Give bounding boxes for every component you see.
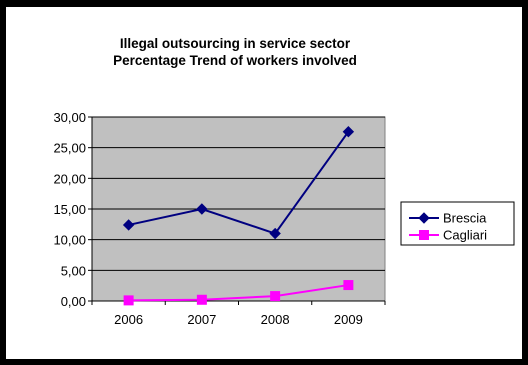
data-point-marker bbox=[196, 203, 208, 215]
data-point-marker bbox=[270, 291, 281, 302]
y-tick-label: 25,00 bbox=[53, 141, 86, 156]
legend: Brescia Cagliari bbox=[400, 201, 515, 246]
data-point-marker bbox=[269, 227, 281, 240]
y-tick-label: 20,00 bbox=[53, 171, 86, 186]
grid-lines bbox=[92, 116, 385, 271]
y-tick-label: 5,00 bbox=[61, 263, 86, 278]
legend-item: Cagliari bbox=[409, 228, 487, 243]
data-point-marker bbox=[123, 295, 134, 306]
data-point-marker bbox=[122, 219, 135, 231]
y-axis-tick-labels: 0,00 5,00 10,00 15,00 20,00 25,00 30,00 bbox=[53, 110, 86, 309]
legend-label: Brescia bbox=[443, 211, 487, 226]
chart-title: Illegal outsourcing in service sector Pe… bbox=[113, 36, 357, 68]
x-tick-label: 2008 bbox=[261, 312, 290, 327]
line-chart: Illegal outsourcing in service sector Pe… bbox=[53, 36, 515, 327]
y-tick-label: 15,00 bbox=[53, 202, 86, 217]
data-point-marker bbox=[196, 294, 207, 305]
y-tick-label: 0,00 bbox=[61, 294, 86, 309]
series-group bbox=[122, 126, 355, 306]
data-point-marker bbox=[419, 230, 429, 240]
x-tick-label: 2007 bbox=[187, 312, 216, 327]
series-brescia bbox=[122, 126, 355, 240]
y-tick-label: 10,00 bbox=[53, 233, 86, 248]
legend-label: Cagliari bbox=[443, 228, 487, 243]
data-point-marker bbox=[418, 212, 430, 224]
y-tick-label: 30,00 bbox=[53, 110, 86, 125]
series-line bbox=[128, 284, 349, 302]
data-point-marker bbox=[343, 280, 354, 291]
x-axis-tick-labels: 2006 2007 2008 2009 bbox=[114, 312, 363, 327]
chart-title-line-2: Percentage Trend of workers involved bbox=[113, 53, 357, 68]
x-tick-label: 2009 bbox=[334, 312, 363, 327]
series-cagliari bbox=[123, 280, 354, 306]
x-tick-label: 2006 bbox=[114, 312, 143, 327]
data-point-marker bbox=[342, 126, 355, 138]
chart-area: Illegal outsourcing in service sector Pe… bbox=[6, 7, 522, 359]
series-line bbox=[128, 131, 350, 235]
legend-item: Brescia bbox=[409, 211, 487, 226]
chart-title-line-1: Illegal outsourcing in service sector bbox=[120, 36, 351, 51]
